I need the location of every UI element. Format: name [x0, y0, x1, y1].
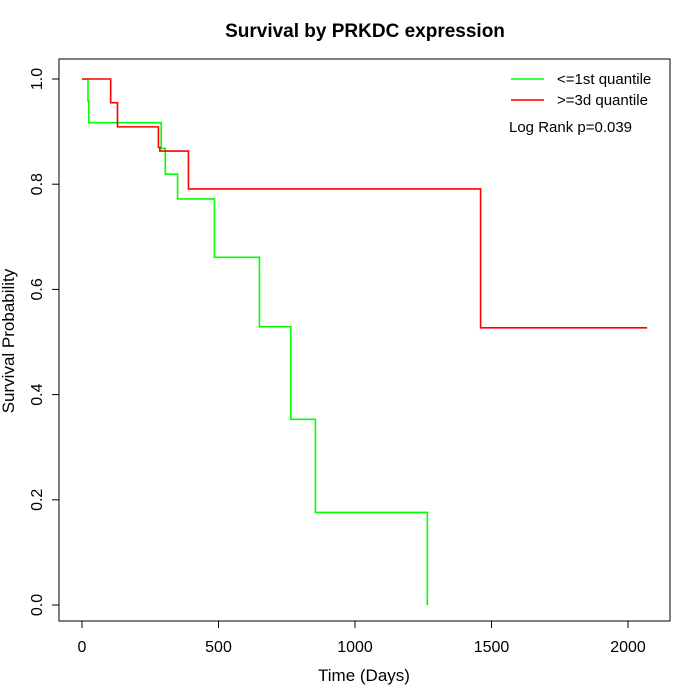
- chart-title: Survival by PRKDC expression: [225, 21, 505, 42]
- legend-label: >=3d quantile: [557, 92, 648, 109]
- log-rank-annotation: Log Rank p=0.039: [509, 119, 632, 136]
- legend-label: <=1st quantile: [557, 71, 651, 88]
- series-layer: [82, 78, 648, 605]
- plot-frame: [58, 58, 671, 622]
- y-tick-label: 0.4: [29, 383, 46, 405]
- y-tick-label: 0.6: [29, 278, 46, 300]
- y-tick-label: 0.0: [29, 594, 46, 616]
- x-tick-label: 0: [78, 639, 87, 656]
- y-tick-label: 0.8: [29, 173, 46, 195]
- x-tick-label: 1000: [337, 639, 373, 656]
- y-axis: 0.0 0.2 0.4 0.6 0.8 1.0: [29, 68, 60, 616]
- y-tick-label: 1.0: [29, 68, 46, 90]
- x-axis: 0 500 1000 1500 2000: [78, 620, 646, 656]
- legend: <=1st quantile >=3d quantile: [511, 71, 651, 109]
- survival-curve-2: [82, 78, 648, 329]
- x-tick-label: 1500: [474, 639, 510, 656]
- x-axis-label: Time (Days): [318, 666, 410, 685]
- x-tick-label: 2000: [610, 639, 646, 656]
- survival-curve-1: [82, 78, 429, 605]
- x-tick-label: 500: [205, 639, 232, 656]
- y-tick-label: 0.2: [29, 489, 46, 511]
- y-axis-label: Survival Probability: [0, 268, 18, 413]
